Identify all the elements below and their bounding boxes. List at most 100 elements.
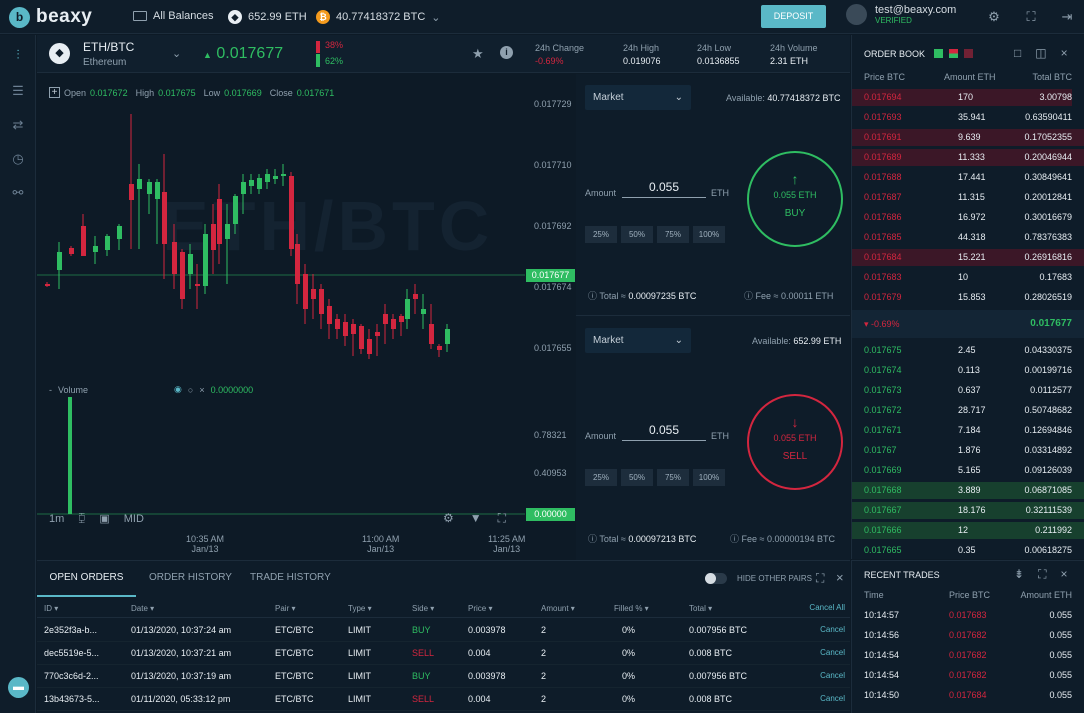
chat-icon[interactable]: ▬ — [8, 677, 29, 698]
mid-button[interactable]: MID — [123, 512, 144, 525]
filter-icon[interactable]: ⇟ — [1014, 567, 1025, 581]
pct-25-button[interactable]: 25% — [585, 469, 617, 486]
orders-check-icon[interactable]: ☰ — [12, 83, 24, 98]
amount-input[interactable]: 0.055 — [622, 180, 706, 198]
pct-50-button[interactable]: 50% — [621, 469, 653, 486]
cancel-button[interactable]: Cancel — [820, 648, 845, 657]
order-type-select[interactable]: Market ⌄ — [585, 328, 691, 353]
deposit-button[interactable]: DEPOSIT — [761, 5, 826, 28]
header-filled[interactable]: Filled % ▾ — [614, 604, 649, 613]
ask-row[interactable]: 0.017693 35.941 0.63590411 — [852, 108, 1084, 127]
user-menu[interactable]: test@beaxy.com VERIFIED — [846, 4, 956, 25]
info-icon[interactable]: i — [500, 46, 513, 59]
tab-order-history[interactable]: ORDER HISTORY — [149, 572, 232, 583]
ask-row[interactable]: 0.017683 10 0.17683 — [852, 268, 1084, 287]
header-side[interactable]: Side ▾ — [412, 604, 435, 613]
columns-icon[interactable]: ◫ — [1035, 46, 1047, 60]
buy-button[interactable]: ↑ 0.055 ETH BUY — [747, 151, 843, 247]
header-total[interactable]: Total ▾ — [689, 604, 713, 613]
candles-type-icon[interactable]: ⧮ — [78, 512, 86, 524]
amount-input[interactable]: 0.055 — [622, 423, 706, 441]
cancel-all-button[interactable]: Cancel All — [809, 603, 845, 612]
eye-icon[interactable]: ◉ — [174, 384, 182, 394]
gear-icon[interactable]: ⚙ — [988, 9, 1000, 24]
gear-icon[interactable]: ⚙ — [443, 511, 454, 525]
bid-row[interactable]: 0.017669 5.165 0.09126039 — [852, 461, 1084, 480]
bid-row[interactable]: 0.017667 18.176 0.32111539 — [852, 501, 1084, 520]
cancel-button[interactable]: Cancel — [820, 671, 845, 680]
chevron-down-icon[interactable]: ⌄ — [172, 48, 182, 60]
bid-row[interactable]: 0.017675 2.45 0.04330375 — [852, 341, 1084, 360]
image-icon[interactable]: ▣ — [99, 513, 110, 525]
sell-button[interactable]: ↓ 0.055 ETH SELL — [747, 394, 843, 490]
bid-row[interactable]: 0.017672 28.717 0.50748682 — [852, 401, 1084, 420]
fullscreen-icon[interactable]: ⛶ — [1026, 9, 1036, 24]
fullscreen-icon[interactable]: ⛶ — [816, 571, 825, 585]
header-id[interactable]: ID ▾ — [44, 604, 59, 613]
ask-row[interactable]: 0.017685 44.318 0.78376383 — [852, 228, 1084, 247]
order-type-select[interactable]: Market ⌄ — [585, 85, 691, 110]
cancel-button[interactable]: Cancel — [820, 694, 845, 703]
ask-row[interactable]: 0.017687 11.315 0.20012841 — [852, 188, 1084, 207]
header-pair[interactable]: Pair ▾ — [275, 604, 296, 613]
fullscreen-icon[interactable]: ⛶ — [497, 511, 507, 525]
close-icon[interactable]: × — [199, 384, 205, 395]
cancel-button[interactable]: Cancel — [820, 625, 845, 634]
header-text: Date — [131, 604, 148, 613]
bid-row[interactable]: 0.017665 0.35 0.00618275 — [852, 541, 1084, 560]
ask-row[interactable]: 0.017689 11.333 0.20046944 — [852, 148, 1084, 167]
bid-row[interactable]: 0.017671 7.184 0.12694846 — [852, 421, 1084, 440]
tab-trade-history[interactable]: TRADE HISTORY — [250, 572, 331, 583]
history-clock-icon[interactable]: ◷ — [12, 151, 24, 166]
bookmark-icon[interactable]: ▼ — [469, 511, 482, 525]
bid-row[interactable]: 0.017668 3.889 0.06871085 — [852, 481, 1084, 500]
range-1m-button[interactable]: 1m — [49, 512, 65, 525]
link-icon[interactable]: ⚯ — [12, 185, 24, 200]
logout-icon[interactable]: ⇥ — [1061, 9, 1073, 24]
x-tick-time: 11:00 AM — [362, 534, 400, 544]
close-icon[interactable]: × — [1060, 46, 1068, 60]
ask-row[interactable]: 0.017679 15.853 0.28026519 — [852, 288, 1084, 307]
header-amount[interactable]: Amount ▾ — [541, 604, 575, 613]
star-icon[interactable]: ★ — [472, 46, 484, 61]
ask-row[interactable]: 0.017691 9.639 0.17052355 — [852, 128, 1084, 147]
hide-pairs-toggle[interactable] — [705, 573, 727, 584]
bid-row[interactable]: 0.01767 1.876 0.03314892 — [852, 441, 1084, 460]
bids-view-icon[interactable] — [934, 49, 943, 58]
header-type[interactable]: Type ▾ — [348, 604, 372, 613]
bid-row[interactable]: 0.017666 12 0.211992 — [852, 521, 1084, 540]
ask-row[interactable]: 0.017694 170 3.00798 — [852, 88, 1084, 107]
close-icon[interactable]: × — [836, 570, 844, 585]
pct-100-button[interactable]: 100% — [693, 226, 725, 243]
logo[interactable]: b beaxy — [9, 6, 92, 28]
trade-chart-icon[interactable]: ⫶ — [16, 47, 20, 62]
fullscreen-icon[interactable]: ⛶ — [1038, 567, 1047, 581]
btc-balance-dropdown[interactable]: ₿ 40.77418372 BTC ⌄ — [316, 10, 441, 24]
bid-row[interactable]: 0.017673 0.637 0.0112577 — [852, 381, 1084, 400]
tab-open-orders[interactable]: OPEN ORDERS — [37, 561, 136, 597]
all-balances-button[interactable]: All Balances — [133, 10, 214, 22]
header-price[interactable]: Price ▾ — [468, 604, 493, 613]
close-icon[interactable]: × — [1060, 567, 1068, 581]
type-cell: LIMIT — [348, 625, 372, 635]
asks-view-icon[interactable] — [964, 49, 973, 58]
pct-50-button[interactable]: 50% — [621, 226, 653, 243]
pct-75-button[interactable]: 75% — [657, 469, 689, 486]
settings-small-icon[interactable]: ○ — [187, 384, 194, 395]
plus-icon[interactable]: + — [49, 87, 60, 98]
bid-row[interactable]: 0.017674 0.113 0.00199716 — [852, 361, 1084, 380]
pct-100-button[interactable]: 100% — [693, 469, 725, 486]
time-cell: 10:14:56 — [864, 630, 900, 640]
pair-selector[interactable]: ETH/BTC Ethereum — [83, 40, 134, 68]
ask-row[interactable]: 0.017688 17.441 0.30849641 — [852, 168, 1084, 187]
pct-25-button[interactable]: 25% — [585, 226, 617, 243]
ask-row[interactable]: 0.017684 15.221 0.26916816 — [852, 248, 1084, 267]
square-icon[interactable]: □ — [1014, 46, 1022, 60]
price-chart[interactable]: + Open 0.017672 High 0.017675 Low 0.0176… — [37, 74, 575, 560]
header-date[interactable]: Date ▾ — [131, 604, 155, 613]
ask-row[interactable]: 0.017686 16.972 0.30016679 — [852, 208, 1084, 227]
swap-arrows-icon[interactable]: ⇄ — [12, 117, 24, 132]
collapse-icon[interactable]: - — [49, 384, 52, 395]
both-view-icon[interactable] — [949, 49, 958, 58]
pct-75-button[interactable]: 75% — [657, 226, 689, 243]
